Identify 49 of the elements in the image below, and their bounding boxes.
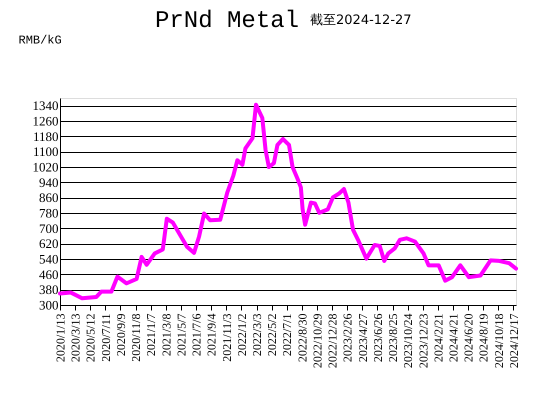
y-tick-label: 940 (39, 174, 58, 190)
y-tick-label: 700 (39, 220, 58, 236)
y-tick-label: 460 (39, 266, 58, 282)
x-tick-label: 2021/5/7 (174, 314, 188, 356)
x-tick-label: 2021/1/7 (144, 314, 158, 356)
x-tick-label: 2024/6/20 (462, 314, 476, 362)
x-tick-label: 2024/12/17 (506, 314, 521, 368)
chart-title: PrNd Metal (155, 8, 300, 35)
x-tick-label: 2020/9/9 (114, 314, 128, 356)
y-tick-label: 1340 (32, 98, 58, 114)
y-tick-label: 540 (39, 252, 58, 266)
y-tick-label: 380 (39, 282, 58, 298)
x-tick-label: 2022/10/29 (310, 314, 324, 368)
x-tick-label: 2024/2/21 (431, 314, 446, 362)
y-tick-label: 1180 (32, 128, 58, 144)
x-tick-label: 2022/7/1 (280, 314, 294, 356)
x-tick-label: 2023/8/25 (386, 314, 400, 362)
x-tick-label: 2021/9/4 (204, 314, 219, 356)
x-tick-label: 2020/7/11 (98, 314, 113, 362)
x-tick-label: 2020/11/8 (129, 314, 144, 362)
y-tick-label: 780 (39, 206, 58, 220)
x-tick-label: 2024/10/18 (492, 314, 506, 368)
x-tick-label: 2021/3/8 (159, 314, 174, 356)
y-tick-label: 300 (39, 298, 58, 312)
x-tick-label: 2020/3/13 (68, 314, 83, 362)
x-tick-label: 2023/2/26 (340, 314, 355, 362)
chart-subtitle: 截至2024-12-27 (310, 13, 412, 28)
y-tick-label: 620 (39, 236, 58, 252)
x-tick-label: 2022/8/30 (295, 314, 310, 362)
x-tick-label: 2023/12/23 (416, 314, 430, 368)
y-axis-title: RMB/kG (18, 34, 62, 48)
x-tick-label: 2021/7/6 (190, 314, 204, 356)
y-tick-label: 1260 (32, 114, 58, 128)
x-tick-label: 2022/3/3 (250, 314, 264, 356)
x-tick-label: 2022/12/28 (326, 314, 340, 368)
x-tick-label: 2022/1/2 (234, 314, 249, 356)
line-series (58, 102, 518, 300)
x-tick-label: 2024/4/21 (446, 314, 461, 362)
x-tick-label: 2020/1/13 (54, 314, 68, 362)
x-tick-label: 2021/11/3 (220, 314, 234, 362)
x-tick-label: 2023/4/27 (356, 314, 370, 362)
x-tick-label: 2023/10/24 (401, 314, 416, 368)
y-tick-label: 1020 (32, 160, 58, 174)
x-tick-label: 2022/5/2 (265, 314, 280, 356)
x-tick-label: 2020/5/12 (84, 314, 98, 362)
x-tick-label: 2023/6/26 (370, 314, 385, 362)
y-tick-label: 1100 (32, 144, 58, 160)
y-tick-label: 860 (39, 190, 58, 206)
x-tick-label: 2024/8/19 (476, 314, 491, 362)
